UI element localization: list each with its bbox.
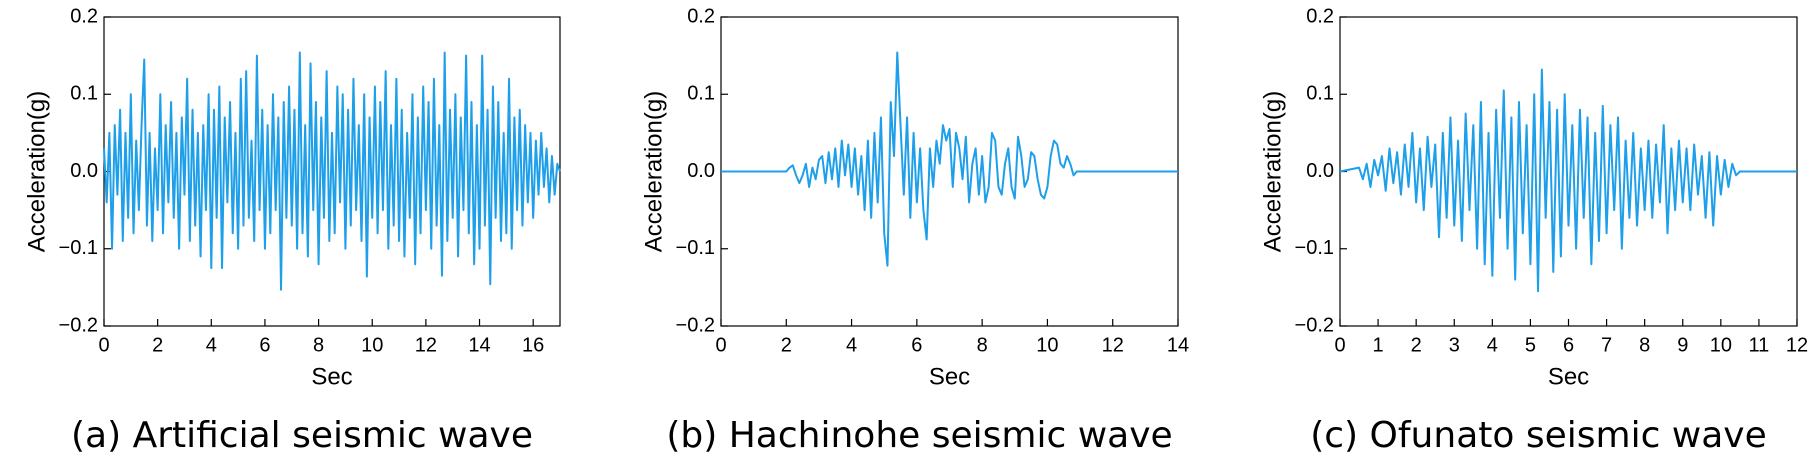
x-tick-label: 7 [1601,334,1612,356]
x-axis-label: Sec [1548,363,1589,390]
x-tick-label: 3 [1449,334,1460,356]
x-tick-label: 10 [1036,334,1058,356]
y-tick-label: 0.0 [1306,160,1334,182]
y-tick-label: 0.1 [70,83,98,105]
x-tick-label: 10 [361,334,383,356]
x-tick-label: 0 [715,334,726,356]
y-axis-label: Acceleration(g) [640,91,667,252]
x-tick-label: 10 [1710,334,1732,356]
y-tick-label: −0.1 [1295,237,1334,259]
y-tick-label: −0.2 [1295,314,1334,336]
x-tick-label: 0 [98,334,109,356]
y-axis-label: Acceleration(g) [1259,91,1286,252]
y-tick-label: −0.2 [59,314,98,336]
x-tick-label: 14 [1167,334,1189,356]
plot-frame [1339,16,1798,327]
x-tick-label: 8 [977,334,988,356]
x-tick-label: 2 [781,334,792,356]
x-tick-label: 6 [259,334,270,356]
y-tick-label: 0.0 [687,160,715,182]
x-axis-label: Sec [929,363,970,390]
wave-line [721,51,1178,267]
x-tick-label: 12 [415,334,437,356]
y-tick-label: 0.0 [70,160,98,182]
x-tick-label: 4 [1487,334,1498,356]
caption: (a) Artificial seismic wave [71,415,533,455]
x-tick-label: 1 [1373,334,1384,356]
x-tick-label: 14 [468,334,490,356]
wave-line [1339,68,1797,293]
x-tick-label: 9 [1677,334,1688,356]
x-tick-label: 8 [1639,334,1650,356]
x-tick-label: 4 [206,334,217,356]
y-tick-label: 0.1 [687,83,715,105]
x-tick-label: 6 [1563,334,1574,356]
x-tick-label: 0 [1334,334,1345,356]
caption: (b) Hachinohe seismic wave [666,415,1172,455]
x-tick-label: 12 [1786,334,1808,356]
y-tick-label: 0.2 [687,5,715,27]
y-tick-label: 0.2 [1306,5,1334,27]
x-tick-label: 2 [152,334,163,356]
y-tick-label: −0.1 [676,237,715,259]
x-axis-label: Sec [311,363,352,390]
y-axis-label: Acceleration(g) [23,91,50,252]
y-tick-label: −0.2 [676,314,715,336]
wave-line [103,51,561,291]
x-tick-label: 8 [313,334,324,356]
x-tick-label: 11 [1749,334,1770,356]
x-tick-label: 12 [1102,334,1124,356]
y-tick-label: 0.1 [1306,83,1334,105]
y-tick-label: 0.2 [70,5,98,27]
caption: (c) Ofunato seismic wave [1310,415,1767,455]
x-tick-label: 4 [846,334,857,356]
x-tick-label: 2 [1411,334,1422,356]
x-tick-label: 5 [1525,334,1536,356]
x-tick-label: 6 [911,334,922,356]
y-tick-label: −0.1 [59,237,98,259]
x-tick-label: 16 [522,334,544,356]
